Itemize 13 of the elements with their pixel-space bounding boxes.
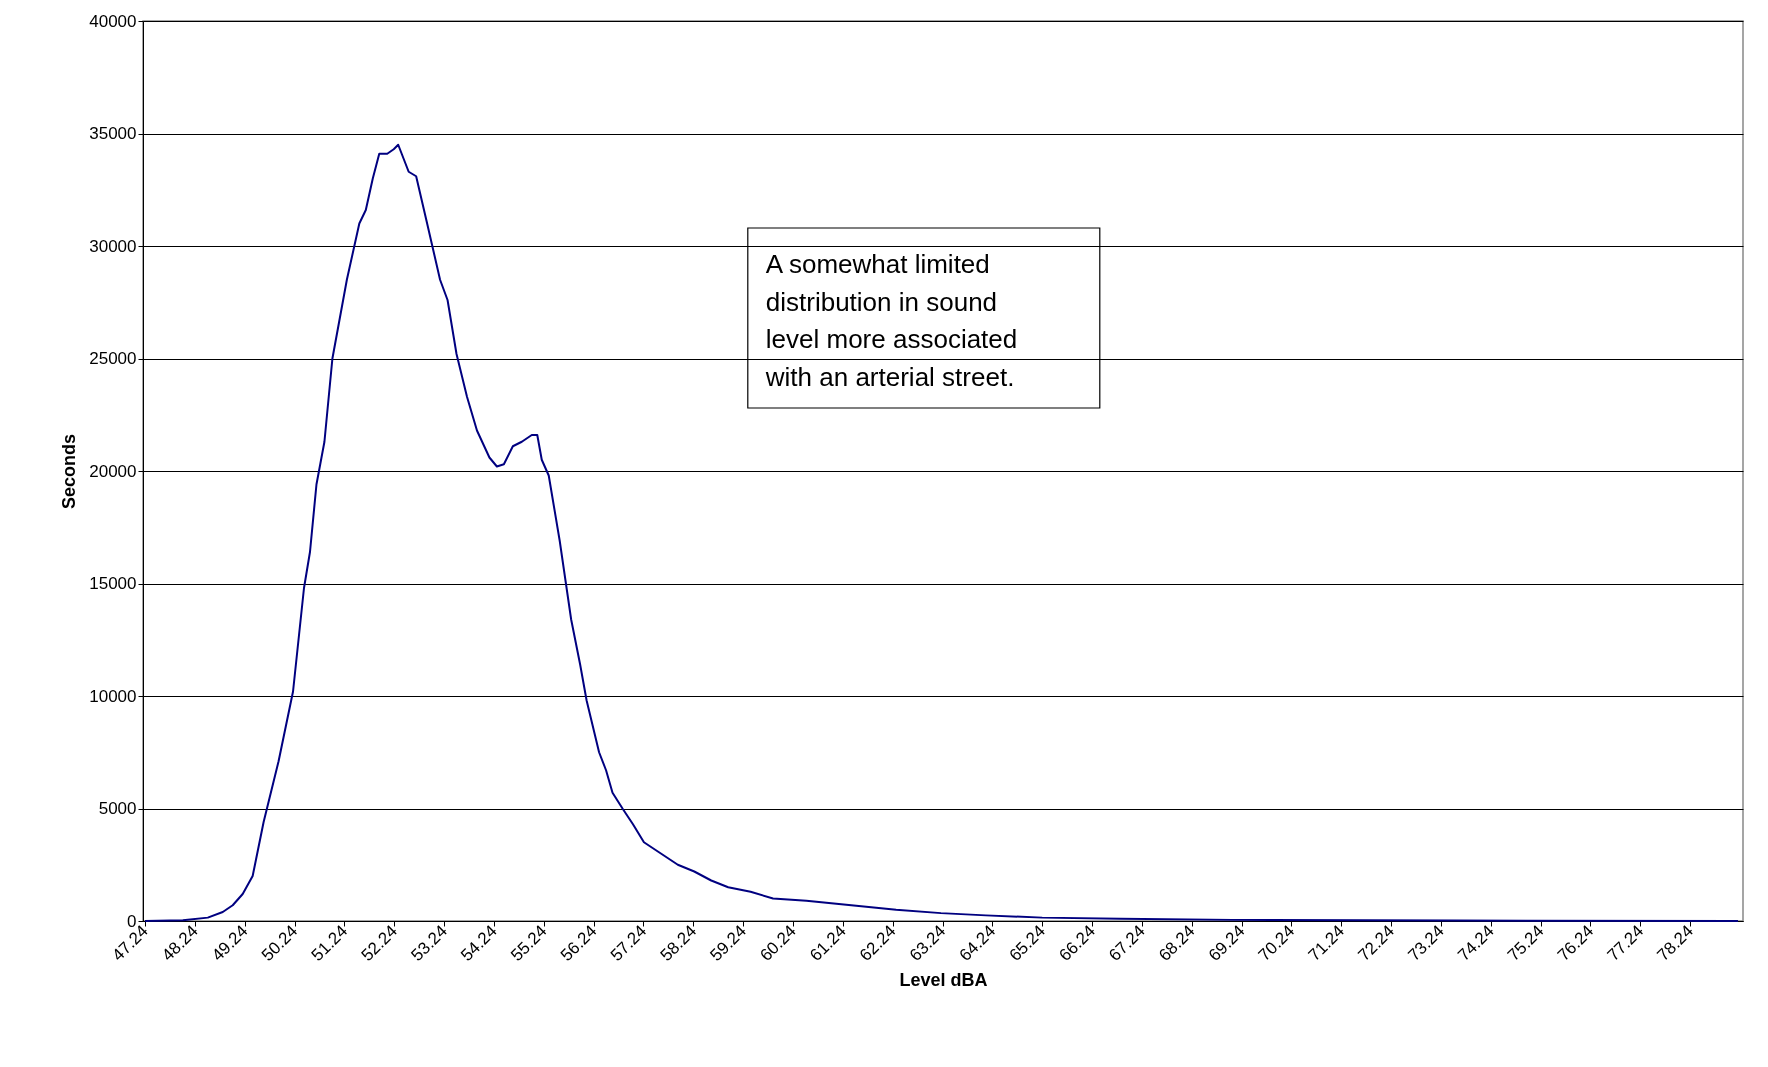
line-series — [143, 143, 1740, 922]
y-tick-label: 10000 — [89, 686, 137, 706]
x-axis-title: Level dBA — [899, 970, 988, 991]
y-tick-label: 35000 — [89, 124, 137, 143]
y-tick-label: 20000 — [89, 461, 137, 481]
y-tick-label: 0 — [127, 911, 137, 931]
y-tick-label: 15000 — [89, 574, 137, 593]
y-tick-label: 5000 — [98, 799, 137, 818]
annotation: A somewhat limited distribution in sound level more associated with an arterial street. — [764, 249, 1018, 392]
y-tick-label: 30000 — [89, 236, 137, 256]
y-tick-label: 40000 — [89, 11, 137, 31]
y-axis-title: Seconds — [59, 433, 80, 510]
y-tick-label: 25000 — [89, 349, 137, 368]
